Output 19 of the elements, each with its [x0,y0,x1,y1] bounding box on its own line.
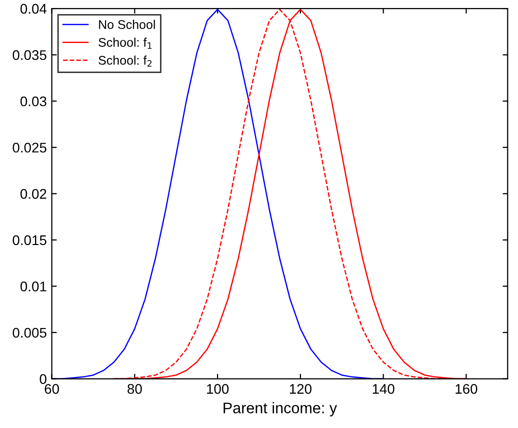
legend-label: School: f$_{1}$ [98,38,152,49]
y-tick-label: 0.01 [20,282,46,292]
x-tick-label: 80 [128,384,142,394]
y-tick-label: 0.005 [12,328,46,338]
x-tick-label: 160 [456,384,478,394]
y-tick-label: 0.03 [20,96,46,106]
legend-label: No School [99,20,155,29]
y-tick-label: 0.035 [12,50,46,60]
y-tick-label: 0.015 [12,235,46,246]
y-tick-label: 0.04 [20,4,47,14]
x-tick-label: 140 [372,384,394,394]
y-tick-label: 0.02 [20,189,46,199]
y-tick-label: 0 [40,374,46,384]
x-tick-label: 120 [290,384,312,394]
x-tick-label: 60 [44,384,59,394]
x-tick-label: 100 [207,384,229,394]
x-axis-title: Parent income: y [224,402,338,416]
legend-label: School: f$_{2}$ [98,56,152,67]
y-tick-label: 0.025 [12,142,46,153]
